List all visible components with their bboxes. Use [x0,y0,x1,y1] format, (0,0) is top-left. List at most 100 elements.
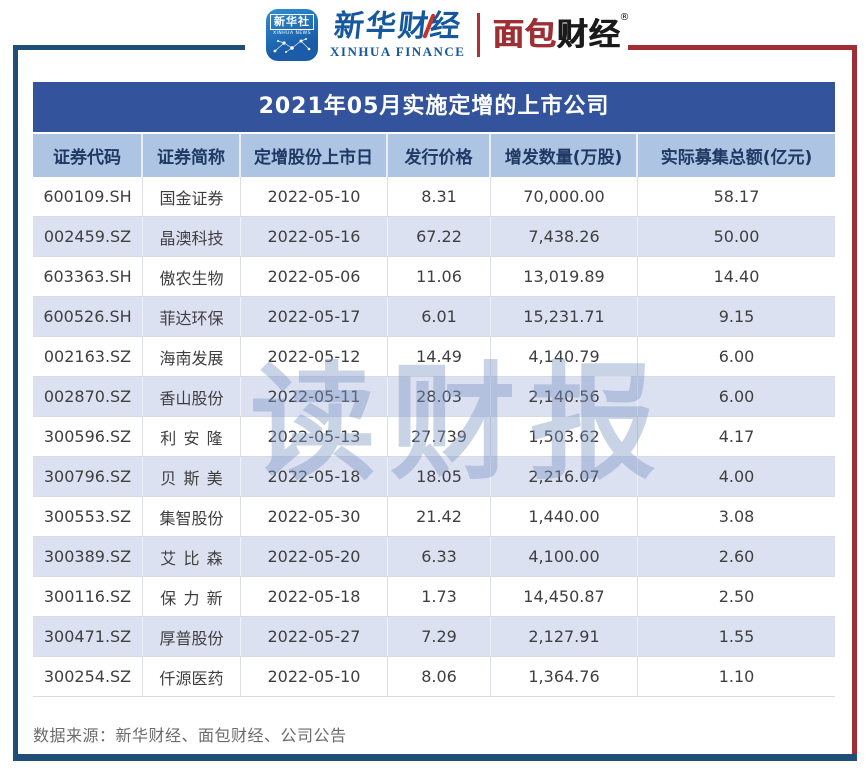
cell: 300116.SZ [33,577,143,616]
cell: 1,503.62 [491,417,638,456]
xinhua-finance-en-text: XINHUA FINANCE [330,43,466,59]
xinhua-news-logo-subtext: XINHUA NEWS [273,31,311,36]
cell: 6.01 [388,297,491,336]
cell: 6.33 [388,537,491,576]
column-header-name: 证券简称 [143,134,241,177]
cell: 2022-05-20 [241,537,388,576]
table-row: 300596.SZ 利安隆 2022-05-13 27.739 1,503.62 4.17 [33,417,835,457]
cell: 2022-05-10 [241,177,388,216]
cell: 2022-05-13 [241,417,388,456]
cell: 70,000.00 [491,177,638,216]
cell: 15,231.71 [491,297,638,336]
cell: 2.50 [718,587,755,606]
cell: 晶澳科技 [143,217,241,256]
cell: 1.10 [718,667,755,686]
logo-strip: 新华社 XINHUA NEWS 新华财经 XINHUA FINANCE [258,5,629,65]
network-globe-icon [273,38,311,53]
cell: 2.60 [718,547,755,566]
cell: 3.08 [718,507,755,526]
cell: 67.22 [388,217,491,256]
xinhua-news-logo: 新华社 XINHUA NEWS [266,9,318,61]
table-row: 300116.SZ 保力新 2022-05-18 1.73 14,450.87 2.50 [33,577,835,617]
cell: 28.03 [388,377,491,416]
cell: 002163.SZ [33,337,143,376]
cell: 贝斯美 [143,457,241,496]
cell: 2,140.56 [491,377,638,416]
cell: 1.73 [388,577,491,616]
cell: 6.00 [718,347,755,366]
cell: 集智股份 [143,497,241,536]
cell: 2022-05-30 [241,497,388,536]
cell: 国金证券 [143,177,241,216]
cell: 2022-05-12 [241,337,388,376]
frame-border-top-right [614,45,857,50]
table-row: 002870.SZ 香山股份 2022-05-11 28.03 2,140.56 6.00 [33,377,835,417]
cell: 傲农生物 [143,257,241,296]
cell: 11.06 [388,257,491,296]
cell: 58.17 [713,187,760,206]
cell: 14.40 [713,267,760,286]
table-row: 300254.SZ 仟源医药 2022-05-10 8.06 1,364.76 1.10 [33,657,835,697]
frame-border-right [852,45,857,760]
cell: 2,127.91 [491,617,638,656]
logo-divider [477,13,481,57]
cell: 18.05 [388,457,491,496]
bread-finance-logo: 面包财经 ® [492,5,629,65]
page-title: 2021年05月实施定增的上市公司 [33,82,835,132]
cell: 600526.SH [33,297,143,336]
cell: 2022-05-17 [241,297,388,336]
cell: 300596.SZ [33,417,143,456]
xinhua-finance-cn-text: 新华财经 [331,8,464,44]
cell: 603363.SH [33,257,143,296]
xinhua-finance-logo: 新华财经 XINHUA FINANCE [330,8,466,60]
column-header-shares: 增发数量(万股) [491,134,638,177]
xinhua-news-logo-text: 新华社 [270,14,314,30]
cell: 13,019.89 [491,257,638,296]
frame-border-top-left [13,45,245,50]
cell: 6.00 [718,387,755,406]
cell: 4.17 [718,427,755,446]
cell: 2,216.07 [491,457,638,496]
table-row: 002163.SZ 海南发展 2022-05-12 14.49 4,140.79 6.00 [33,337,835,377]
cell: 2022-05-18 [241,577,388,616]
table-row: 300796.SZ 贝斯美 2022-05-18 18.05 2,216.07 4.00 [33,457,835,497]
table-row: 300389.SZ 艾比森 2022-05-20 6.33 4,100.00 2.60 [33,537,835,577]
cell: 14,450.87 [491,577,638,616]
cell: 4,140.79 [491,337,638,376]
column-header-raised: 实际募集总额(亿元) [660,148,813,168]
cell: 香山股份 [143,377,241,416]
table-row: 300471.SZ 厚普股份 2022-05-27 7.29 2,127.91 1.55 [33,617,835,657]
cell: 8.31 [388,177,491,216]
cell: 1.55 [718,627,755,646]
cell: 600109.SH [33,177,143,216]
cell: 2022-05-16 [241,217,388,256]
cell: 4,100.00 [491,537,638,576]
cell: 9.15 [718,307,755,326]
column-header-date: 定增股份上市日 [241,134,388,177]
cell: 仟源医药 [143,657,241,696]
cell: 300471.SZ [33,617,143,656]
frame-border-left [13,45,18,760]
cell: 300254.SZ [33,657,143,696]
data-source-note: 数据来源：新华财经、面包财经、公司公告 [33,726,347,745]
cell: 2022-05-27 [241,617,388,656]
column-header-code: 证券代码 [33,134,143,177]
cell: 8.06 [388,657,491,696]
cell: 利安隆 [143,417,241,456]
cell: 27.739 [388,417,491,456]
cell: 002870.SZ [33,377,143,416]
cell: 21.42 [388,497,491,536]
cell: 2022-05-11 [241,377,388,416]
table-row: 603363.SH 傲农生物 2022-05-06 11.06 13,019.89 14.… [33,257,835,297]
cell: 2022-05-06 [241,257,388,296]
cell: 14.49 [388,337,491,376]
cell: 7,438.26 [491,217,638,256]
cell: 海南发展 [143,337,241,376]
table-body: 600109.SH 国金证券 2022-05-10 8.31 70,000.00 58.1… [33,177,835,697]
cell: 002459.SZ [33,217,143,256]
table-row: 002459.SZ 晶澳科技 2022-05-16 67.22 7,438.26 50.0… [33,217,835,257]
cell: 300389.SZ [33,537,143,576]
registered-mark: ® [619,12,631,23]
cell: 菲达环保 [143,297,241,336]
